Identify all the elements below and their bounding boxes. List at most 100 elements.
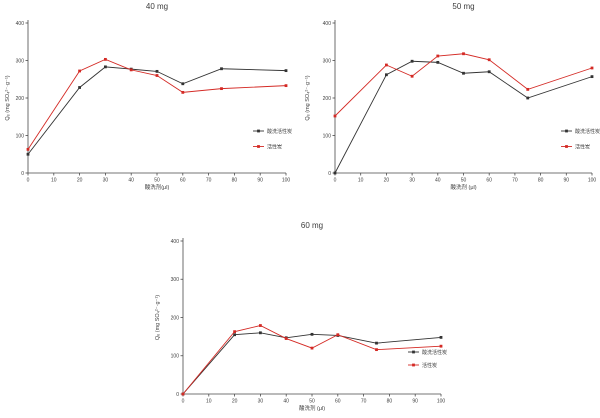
axis-lines bbox=[27, 20, 286, 174]
x-tick-label: 50 bbox=[154, 178, 160, 184]
x-tick-label: 100 bbox=[282, 178, 291, 184]
x-tick-label: 30 bbox=[103, 178, 109, 184]
data-point-marker bbox=[220, 67, 223, 71]
x-tick-label: 70 bbox=[206, 178, 212, 184]
legend-sample-marker bbox=[565, 129, 568, 133]
x-tick-label: 0 bbox=[27, 178, 30, 184]
data-point-marker bbox=[487, 70, 491, 74]
legend-label: 酸洗活性炭 bbox=[422, 349, 447, 356]
x-tick-label: 10 bbox=[358, 178, 364, 184]
x-tick-label: 70 bbox=[512, 178, 518, 184]
data-point-marker bbox=[155, 69, 159, 73]
x-tick-label: 40 bbox=[435, 178, 441, 184]
data-point-marker bbox=[590, 66, 594, 70]
x-tick-label: 40 bbox=[128, 178, 134, 184]
chart-canvas: 40 mg 0 100 200 300 400 0 10 20 30 40 50 60 70 80 90 100… bbox=[5, 2, 292, 191]
x-tick-label: 30 bbox=[409, 178, 415, 184]
data-point-marker bbox=[333, 114, 337, 118]
x-tick-label: 60 bbox=[180, 178, 186, 184]
data-point-marker bbox=[333, 171, 337, 175]
data-point-marker bbox=[259, 331, 262, 335]
data-point-marker bbox=[336, 333, 340, 337]
data-point-marker bbox=[439, 335, 443, 339]
y-tick-label: 100 bbox=[171, 354, 180, 360]
x-tick-label: 90 bbox=[564, 178, 570, 184]
y-tick-label: 300 bbox=[171, 277, 180, 283]
legend-label: 活性炭 bbox=[422, 362, 437, 369]
x-tick-label: 100 bbox=[437, 399, 446, 405]
data-point-marker bbox=[220, 87, 223, 91]
series-line-0 bbox=[334, 60, 593, 174]
chart-40mg: 40 mg 0 100 200 300 400 0 10 20 30 40 50 60 70 80 90 100… bbox=[0, 0, 300, 200]
y-tick-label: 400 bbox=[171, 239, 180, 245]
legend-sample-marker bbox=[257, 145, 260, 148]
y-tick-label: 0 bbox=[21, 171, 24, 177]
x-tick-label: 0 bbox=[334, 178, 337, 184]
data-point-marker bbox=[436, 60, 440, 64]
y-tick-label: 0 bbox=[328, 171, 331, 177]
x-tick-label: 20 bbox=[77, 178, 83, 184]
legend-sample-marker bbox=[565, 145, 568, 148]
x-tick-label: 90 bbox=[257, 178, 263, 184]
data-point-marker bbox=[284, 69, 288, 73]
y-tick-label: 100 bbox=[16, 133, 25, 139]
axis-lines bbox=[334, 20, 592, 174]
data-point-marker bbox=[385, 63, 388, 67]
y-tick-label: 0 bbox=[176, 392, 179, 398]
y-tick-label: 100 bbox=[323, 133, 332, 139]
x-tick-label: 40 bbox=[283, 399, 289, 405]
data-point-marker bbox=[410, 74, 414, 78]
data-point-marker bbox=[410, 59, 414, 63]
data-point-marker bbox=[26, 152, 30, 156]
y-tick-label: 400 bbox=[323, 21, 332, 27]
chart-title: 50 mg bbox=[452, 2, 474, 11]
x-tick-label: 80 bbox=[232, 178, 238, 184]
data-point-marker bbox=[375, 341, 378, 345]
data-point-marker bbox=[78, 86, 81, 89]
axis-lines bbox=[182, 238, 441, 395]
y-tick-label: 400 bbox=[16, 21, 25, 27]
data-point-marker bbox=[590, 75, 594, 79]
data-point-marker bbox=[487, 58, 491, 62]
x-tick-label: 60 bbox=[486, 178, 492, 184]
x-axis-label: 酸洗剂 (μl) bbox=[450, 183, 476, 191]
x-tick-label: 80 bbox=[538, 178, 544, 184]
legend-label: 活性炭 bbox=[575, 143, 590, 150]
x-tick-label: 10 bbox=[51, 178, 57, 184]
chart-60mg: 60 mg 0 100 200 300 400 0 10 20 30 40 50 60 70 80 90 100… bbox=[150, 209, 450, 418]
data-point-marker bbox=[462, 71, 465, 75]
x-tick-label: 70 bbox=[361, 399, 367, 405]
y-axis-label: Qₑ (mg SO₄²⁻·g⁻¹) bbox=[155, 295, 161, 340]
data-point-marker bbox=[233, 330, 236, 334]
data-point-marker bbox=[181, 82, 185, 86]
y-tick-label: 200 bbox=[171, 315, 180, 321]
x-axis-label: 酸洗剂(μl) bbox=[145, 183, 170, 191]
x-tick-label: 50 bbox=[309, 399, 315, 405]
data-point-marker bbox=[104, 65, 107, 69]
y-tick-label: 300 bbox=[16, 58, 25, 64]
x-tick-label: 90 bbox=[412, 399, 418, 405]
y-tick-label: 200 bbox=[323, 96, 332, 102]
series-line-1 bbox=[334, 53, 593, 117]
data-point-marker bbox=[181, 90, 185, 94]
data-point-marker bbox=[259, 324, 262, 327]
legend-label: 酸洗活性炭 bbox=[267, 128, 292, 135]
data-point-marker bbox=[436, 54, 440, 58]
y-axis-label: Qₑ (mg SO₄²⁻·g⁻¹) bbox=[5, 75, 11, 120]
data-point-marker bbox=[385, 73, 388, 77]
legend-sample-marker bbox=[412, 350, 415, 354]
x-tick-label: 50 bbox=[461, 178, 467, 184]
legend-sample-marker bbox=[257, 129, 260, 133]
series-line-0 bbox=[182, 332, 442, 395]
data-point-marker bbox=[26, 147, 30, 151]
data-point-marker bbox=[284, 84, 288, 88]
x-tick-label: 20 bbox=[384, 178, 390, 184]
series-line-1 bbox=[182, 325, 442, 395]
chart-canvas: 60 mg 0 100 200 300 400 0 10 20 30 40 50 60 70 80 90 100… bbox=[155, 221, 447, 412]
chart-title: 40 mg bbox=[146, 2, 168, 11]
x-tick-label: 30 bbox=[258, 399, 264, 405]
data-point-marker bbox=[310, 332, 314, 336]
data-point-marker bbox=[284, 337, 288, 340]
x-tick-label: 100 bbox=[588, 178, 597, 184]
x-tick-label: 80 bbox=[387, 399, 393, 405]
